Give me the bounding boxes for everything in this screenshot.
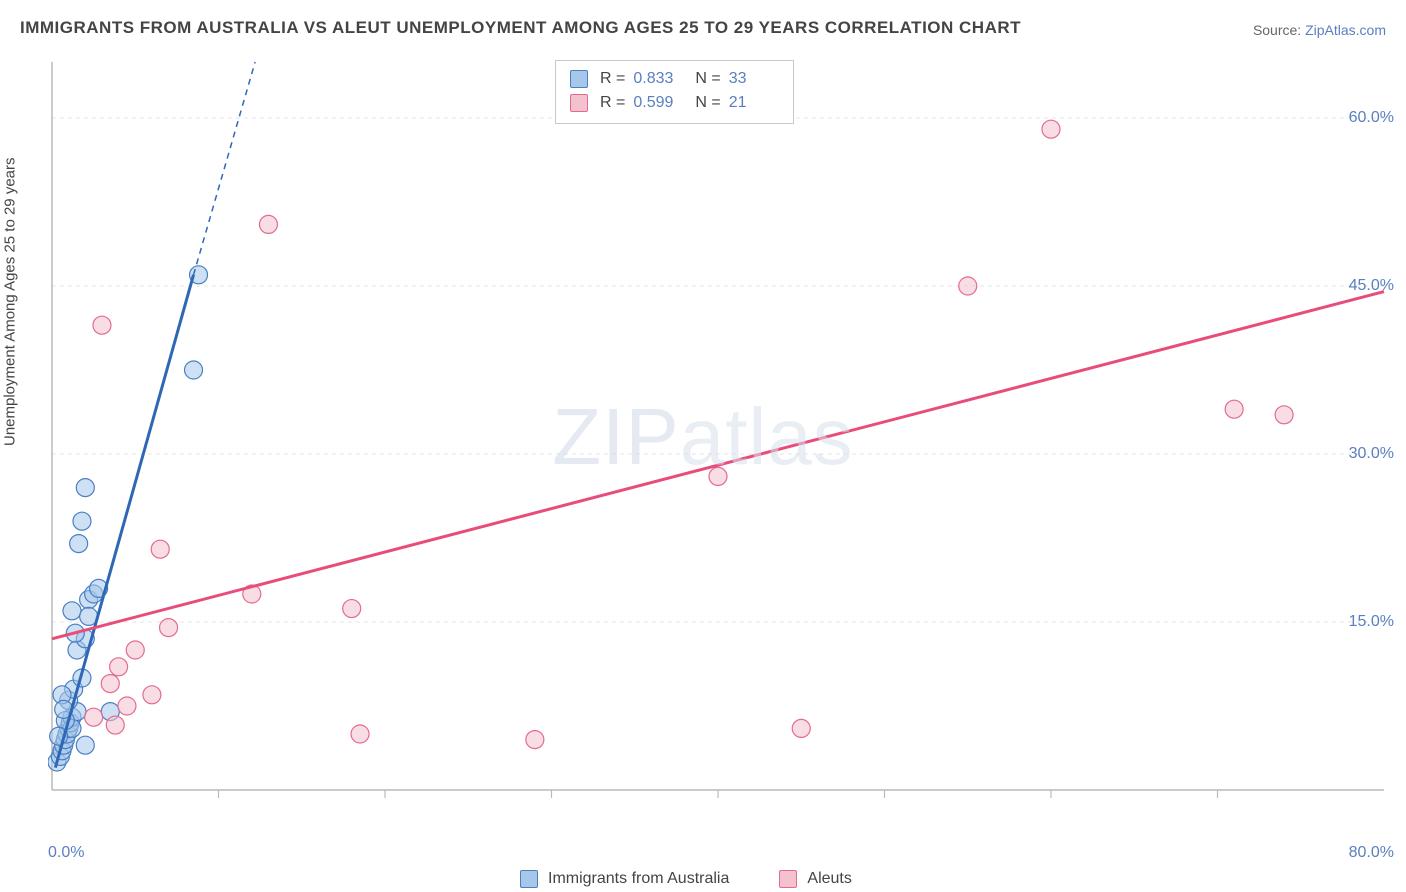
stats-row: R = 0.599 N = 21 <box>570 91 779 115</box>
correlation-stats-legend: R = 0.833 N = 33 R = 0.599 N = 21 <box>555 60 794 124</box>
r-value: 0.833 <box>633 67 683 91</box>
series-swatch <box>779 870 797 888</box>
n-label: N = <box>695 67 720 91</box>
source-value: ZipAtlas.com <box>1305 22 1386 38</box>
series-legend: Immigrants from Australia Aleuts <box>520 870 852 888</box>
series-swatch <box>570 94 588 112</box>
stats-row: R = 0.833 N = 33 <box>570 67 779 91</box>
y-axis-tick-label: 45.0% <box>1349 277 1394 295</box>
r-label: R = <box>600 67 625 91</box>
series-swatch <box>520 870 538 888</box>
y-axis-tick-label: 15.0% <box>1349 613 1394 631</box>
n-value: 21 <box>729 91 779 115</box>
n-label: N = <box>695 91 720 115</box>
n-value: 33 <box>729 67 779 91</box>
legend-label: Immigrants from Australia <box>548 870 729 888</box>
y-axis-label: Unemployment Among Ages 25 to 29 years <box>2 157 19 446</box>
x-axis-max-label: 80.0% <box>1349 844 1394 862</box>
scatter-plot-svg <box>48 58 1388 818</box>
source-attribution: Source: ZipAtlas.com <box>1253 22 1386 38</box>
chart-title: IMMIGRANTS FROM AUSTRALIA VS ALEUT UNEMP… <box>20 18 1021 38</box>
y-axis-tick-label: 60.0% <box>1349 109 1394 127</box>
r-label: R = <box>600 91 625 115</box>
legend-item: Aleuts <box>779 870 851 888</box>
legend-label: Aleuts <box>807 870 851 888</box>
y-axis-tick-label: 30.0% <box>1349 445 1394 463</box>
source-label: Source: <box>1253 22 1305 38</box>
x-axis-min-label: 0.0% <box>48 844 84 862</box>
series-swatch <box>570 70 588 88</box>
r-value: 0.599 <box>633 91 683 115</box>
legend-item: Immigrants from Australia <box>520 870 729 888</box>
chart-area <box>48 58 1388 848</box>
